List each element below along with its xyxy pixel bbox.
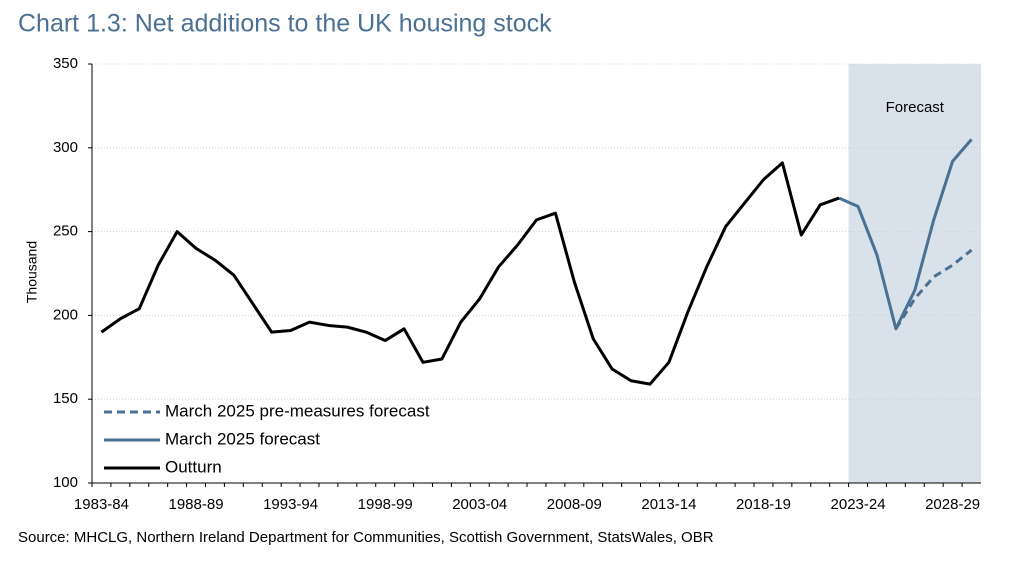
x-tick-label: 2023-24	[831, 496, 886, 513]
y-tick-label: 350	[53, 55, 78, 72]
y-tick-label: 150	[53, 390, 78, 407]
forecast-annotation: Forecast	[886, 99, 945, 116]
source-note: Source: MHCLG, Northern Ireland Departme…	[18, 529, 714, 546]
chart-title: Chart 1.3: Net additions to the UK housi…	[18, 10, 552, 38]
x-tick-label: 1993-94	[263, 496, 318, 513]
x-tick-label: 1988-89	[169, 496, 224, 513]
x-tick-label: 2018-19	[736, 496, 791, 513]
y-tick-label: 250	[53, 223, 78, 240]
x-tick-label: 1983-84	[74, 496, 129, 513]
x-tick-label: 2028-29	[925, 496, 980, 513]
legend-label: Outturn	[165, 457, 222, 476]
y-tick-label: 300	[53, 139, 78, 156]
series-line	[838, 138, 973, 331]
x-tick-label: 2008-09	[547, 496, 602, 513]
y-axis-label: Thousand	[24, 241, 40, 303]
x-tick-label: 2003-04	[452, 496, 507, 513]
x-tick-label: 2013-14	[641, 496, 696, 513]
legend-label: March 2025 pre-measures forecast	[165, 401, 430, 420]
y-tick-label: 100	[53, 474, 78, 491]
y-tick-label: 200	[53, 306, 78, 323]
x-tick-label: 1998-99	[358, 496, 413, 513]
series-line	[100, 161, 840, 386]
forecast-shade	[848, 64, 981, 483]
legend-label: March 2025 forecast	[165, 429, 320, 448]
series-line	[894, 248, 973, 330]
